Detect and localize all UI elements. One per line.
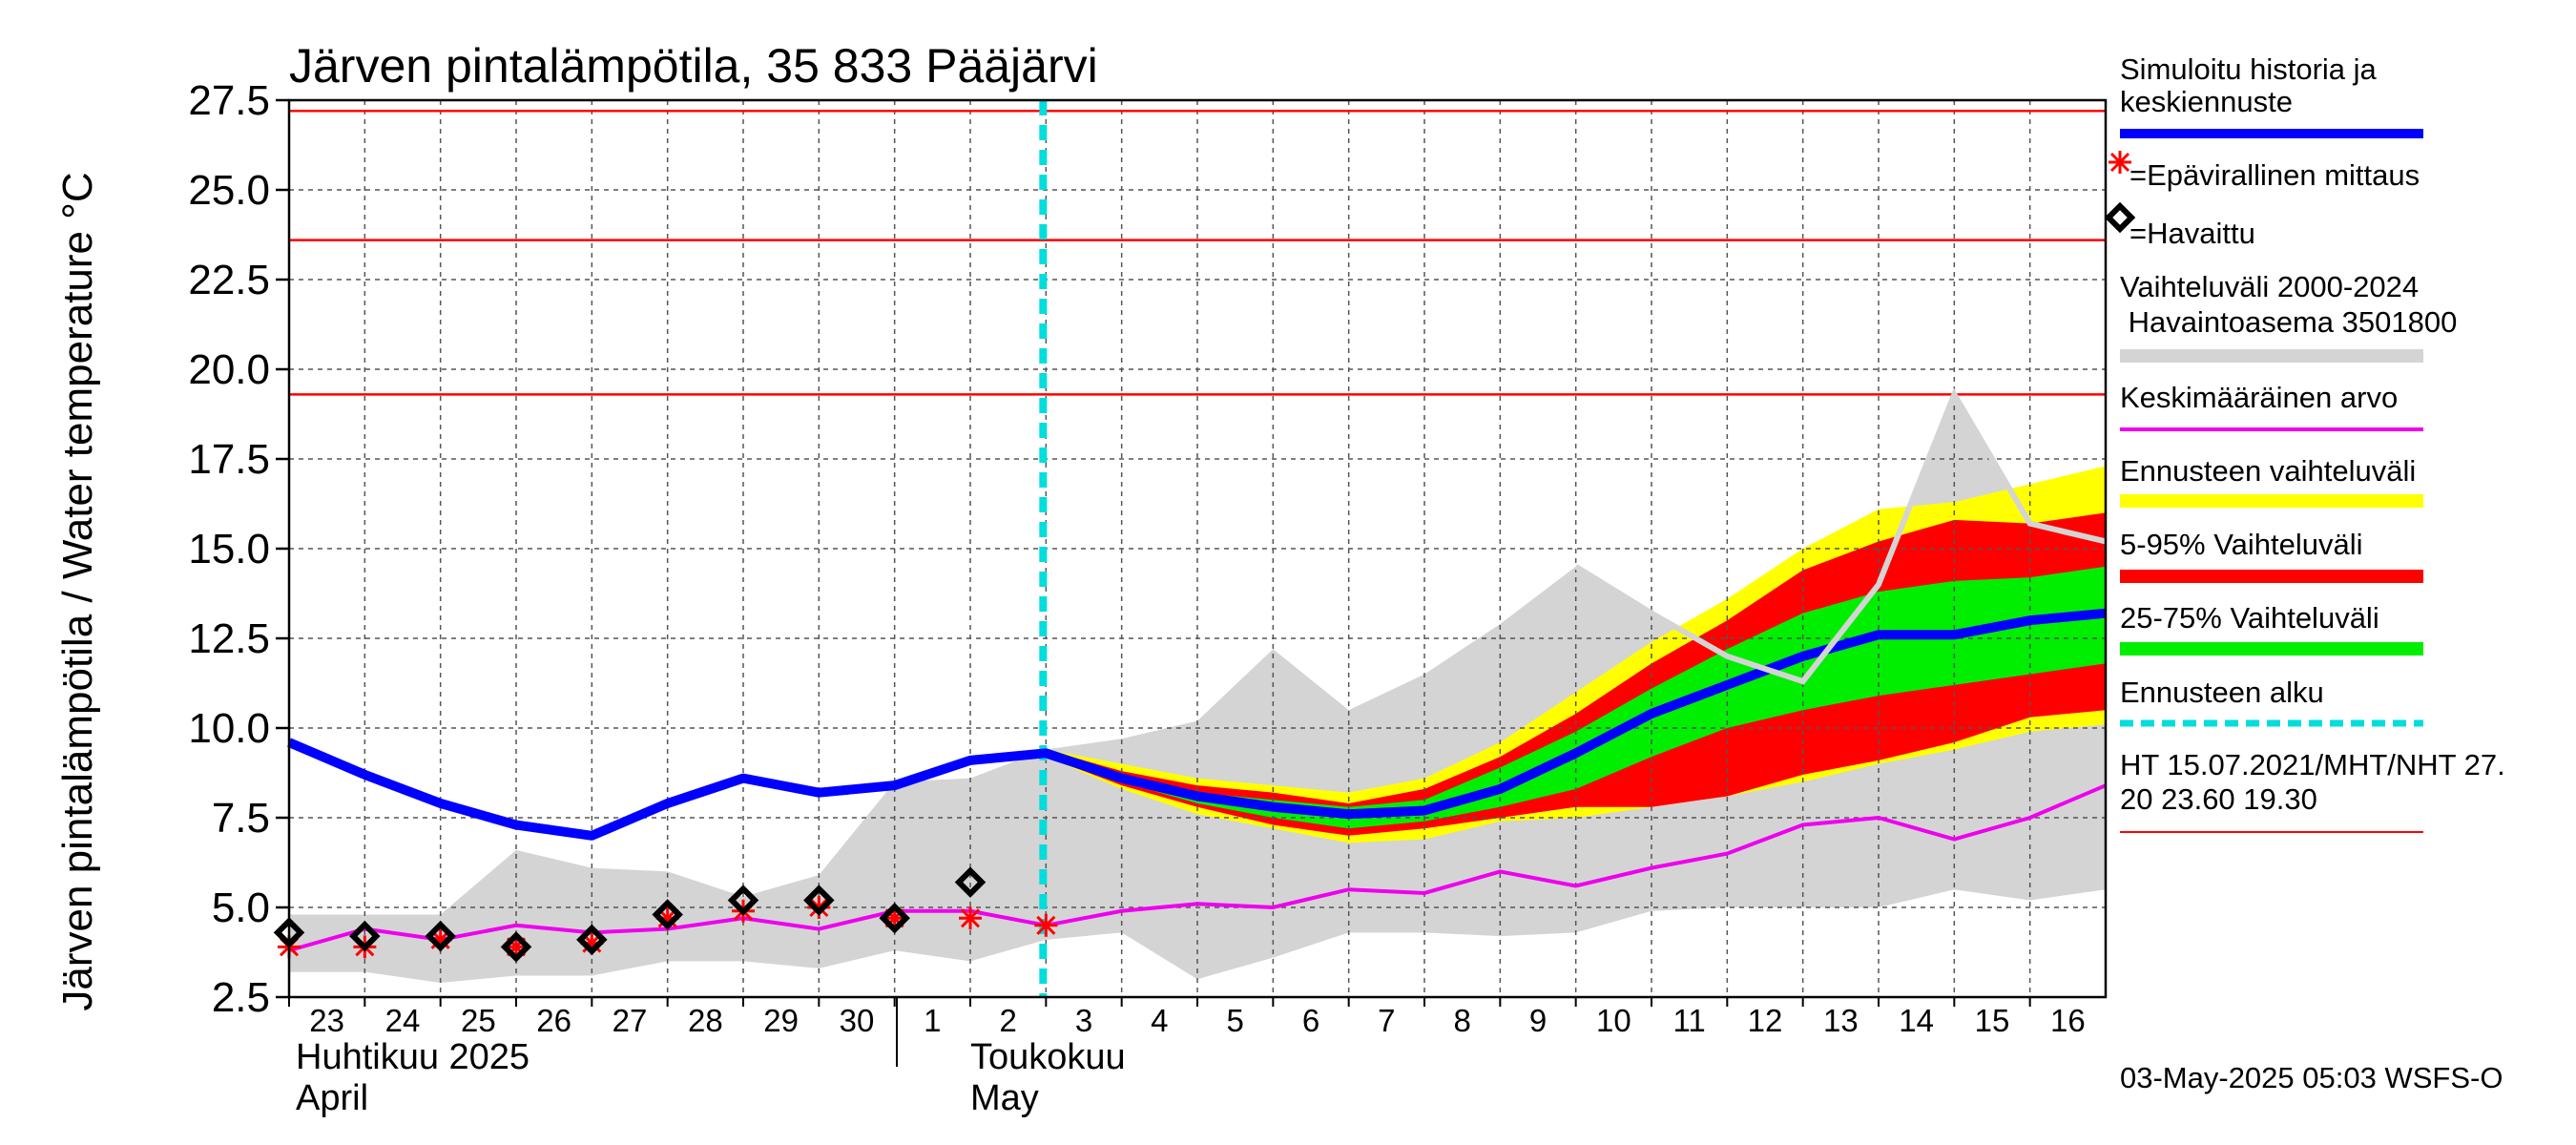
y-tick-label: 27.5: [188, 77, 270, 124]
observed-marker: [576, 924, 608, 956]
unofficial-measurement-marker: [959, 906, 982, 930]
observed-marker: [954, 866, 987, 898]
legend-range-label-2: Havaintoasema 3501800: [2120, 305, 2457, 339]
x-tick-label: 15: [1975, 1003, 2010, 1038]
legend-sim-label-2: keskiennuste: [2120, 85, 2293, 118]
y-axis-label: Järven pintalämpötila / Water temperatur…: [54, 172, 101, 1010]
asterisk-stroke: [809, 897, 829, 918]
x-tick-label: 5: [1226, 1003, 1243, 1038]
x-tick-label: 3: [1075, 1003, 1092, 1038]
month-label-april-fi: Huhtikuu 2025: [296, 1037, 530, 1077]
legend-p5-95-label: 5-95% Vaihteluväli: [2120, 528, 2362, 561]
x-tick-label: 30: [840, 1003, 875, 1038]
x-tick-label: 9: [1529, 1003, 1547, 1038]
asterisk-stroke: [960, 908, 981, 928]
y-tick-label: 22.5: [188, 257, 270, 303]
x-tick-label: 16: [2050, 1003, 2086, 1038]
legend-p25-75-label: 25-75% Vaihteluväli: [2120, 601, 2379, 635]
legend-havaittu-label: =Havaittu: [2129, 217, 2255, 250]
x-tick-label: 2: [999, 1003, 1016, 1038]
historical-max-line: [1574, 387, 2107, 685]
observed-marker: [500, 931, 532, 963]
legend-sim-label-1: Simuloitu historia ja: [2120, 52, 2378, 86]
legend-range-label-1: Vaihteluväli 2000-2024: [2120, 270, 2419, 303]
legend-fc-start-label: Ennusteen alku: [2120, 676, 2324, 709]
x-tick-label: 24: [385, 1003, 421, 1038]
observed-marker: [879, 903, 910, 934]
observed-marker: [349, 920, 381, 952]
y-tick-label: 10.0: [188, 705, 270, 752]
x-tick-label: 28: [688, 1003, 723, 1038]
x-tick-label: 11: [1673, 1003, 1706, 1038]
x-tick-label: 29: [763, 1003, 799, 1038]
legend-epav-label: =Epävirallinen mittaus: [2129, 158, 2420, 192]
y-tick-label: 20.0: [188, 346, 270, 393]
legend-mean-label: Keskimääräinen arvo: [2120, 381, 2398, 414]
x-tick-label: 25: [461, 1003, 496, 1038]
y-ticks: 2.5 5.0 7.5 10.0 12.5 15.0 17.5 20.0 22.5 25.0 27.…: [188, 77, 289, 1021]
x-tick-label: 14: [1899, 1003, 1934, 1038]
y-tick-label: 2.5: [212, 974, 270, 1021]
reference-lines: [289, 110, 2106, 396]
unofficial-measurement-marker: [1034, 913, 1058, 937]
month-label-may-en: May: [970, 1078, 1039, 1118]
x-ticks: 23 24 25 26 27 28 29 30 1 2 3 4 5 6 7 8 9 10 11 12 13 14 15 16: [288, 997, 2086, 1038]
observed-marker: [425, 920, 456, 952]
forecast-band-red: [1046, 512, 2106, 836]
x-tick-label: 4: [1151, 1003, 1168, 1038]
y-tick-label: 25.0: [188, 167, 270, 214]
observation-markers: [273, 866, 1058, 963]
y-tick-label: 7.5: [212, 795, 270, 842]
legend: Simuloitu historia ja keskiennuste =Epäv…: [2104, 52, 2505, 833]
month-labels: Huhtikuu 2025 April Toukokuu May: [296, 997, 1126, 1118]
legend-ht-label-1: HT 15.07.2021/MHT/NHT 27.: [2120, 748, 2505, 781]
x-tick-label: 10: [1596, 1003, 1631, 1038]
legend-fc-range-label: Ennusteen vaihteluväli: [2120, 454, 2416, 488]
x-tick-label: 23: [309, 1003, 344, 1038]
simulated-line: [287, 608, 2107, 841]
x-tick-label: 7: [1378, 1003, 1395, 1038]
legend-epav-marker: [2109, 151, 2131, 174]
chart-title: Järven pintalämpötila, 35 833 Pääjärvi: [289, 39, 1098, 93]
x-tick-label: 26: [536, 1003, 571, 1038]
observed-marker: [652, 899, 683, 930]
y-tick-label: 12.5: [188, 615, 270, 662]
observed-marker: [803, 885, 835, 916]
x-tick-label: 6: [1302, 1003, 1319, 1038]
legend-havaittu-marker: [2104, 201, 2136, 234]
y-tick-label: 15.0: [188, 526, 270, 572]
x-tick-label: 1: [924, 1003, 941, 1038]
legend-ht-label-2: 20 23.60 19.30: [2120, 782, 2317, 816]
x-tick-label: 13: [1823, 1003, 1859, 1038]
month-label-april-en: April: [296, 1078, 368, 1118]
observed-marker: [727, 885, 759, 916]
asterisk-stroke: [1036, 915, 1056, 935]
series-lines: [287, 100, 2107, 997]
y-tick-label: 17.5: [188, 436, 270, 483]
footer-timestamp: 03-May-2025 05:03 WSFS-O: [2120, 1061, 2503, 1094]
y-tick-label: 5.0: [212, 885, 270, 931]
x-tick-label: 27: [613, 1003, 648, 1038]
x-tick-label: 12: [1748, 1003, 1783, 1038]
x-tick-label: 8: [1453, 1003, 1470, 1038]
month-label-may-fi: Toukokuu: [970, 1037, 1126, 1077]
